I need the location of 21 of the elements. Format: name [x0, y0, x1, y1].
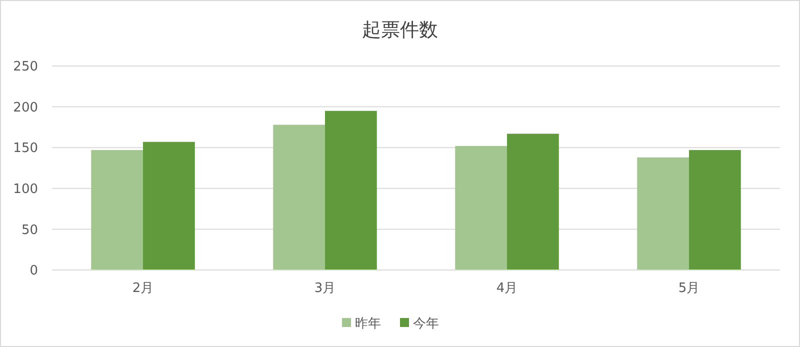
bar — [325, 110, 377, 270]
y-tick-label: 50 — [21, 222, 38, 238]
y-tick-label: 200 — [13, 100, 38, 116]
bar — [689, 150, 741, 270]
chart-title: 起票件数 — [362, 19, 438, 41]
legend-label: 昨年 — [355, 316, 381, 332]
legend-label: 今年 — [413, 316, 439, 332]
bar — [507, 134, 559, 270]
x-tick-label: 4月 — [496, 281, 518, 296]
y-tick-label: 0 — [30, 264, 38, 279]
bar — [143, 142, 195, 270]
bar — [455, 146, 507, 270]
x-tick-label: 3月 — [314, 281, 336, 296]
bar — [273, 124, 325, 270]
x-tick-label: 2月 — [132, 281, 154, 296]
x-tick-label: 5月 — [678, 281, 700, 296]
bar — [91, 150, 143, 270]
y-tick-label: 150 — [13, 141, 38, 156]
y-tick-label: 250 — [13, 60, 38, 75]
bar — [637, 157, 689, 270]
y-tick-label: 100 — [13, 182, 38, 197]
